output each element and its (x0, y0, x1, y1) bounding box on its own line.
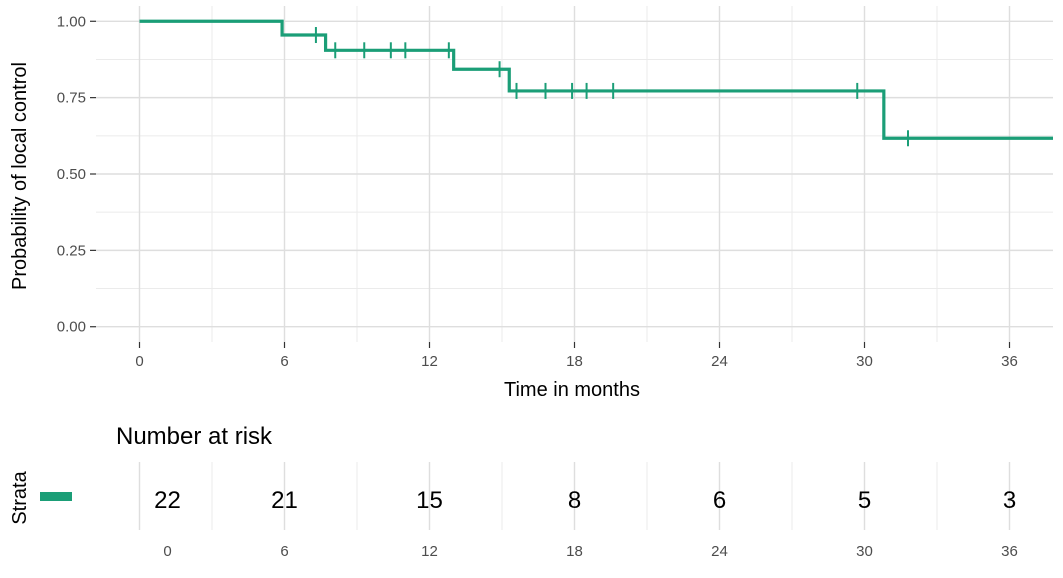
y-axis-title: Probability of local control (9, 62, 31, 290)
risk-count-value: 3 (1003, 487, 1016, 514)
risk-x-tick-label: 6 (280, 543, 288, 560)
risk-table-row-label: Strata (9, 470, 31, 524)
risk-table-title: Number at risk (116, 423, 273, 450)
risk-count-value: 8 (568, 487, 581, 514)
risk-x-tick-label: 18 (566, 543, 583, 560)
risk-count-value: 22 (154, 487, 181, 514)
y-tick-label: 1.00 (57, 13, 86, 30)
risk-count-value: 6 (713, 487, 726, 514)
x-tick-label: 12 (421, 353, 438, 370)
x-axis-title: Time in months (504, 379, 640, 401)
risk-x-tick-label: 36 (1001, 543, 1018, 560)
y-tick-label: 0.25 (57, 242, 86, 259)
x-tick-label: 24 (711, 353, 728, 370)
x-tick-label: 6 (280, 353, 288, 370)
km-gridlines (96, 6, 1053, 342)
risk-table-x-axis: 0 6 12 18 24 30 36 (163, 543, 1018, 560)
risk-x-tick-label: 0 (163, 543, 171, 560)
y-tick-label: 0.00 (57, 319, 86, 336)
risk-table-legend (40, 492, 72, 501)
km-x-axis: 0 6 12 18 24 30 36 (135, 342, 1018, 370)
x-tick-label: 36 (1001, 353, 1018, 370)
km-curve-layer (139, 19, 1053, 147)
km-y-axis: 0.00 0.25 0.50 0.75 1.00 (57, 13, 96, 336)
risk-x-tick-label: 12 (421, 543, 438, 560)
x-tick-label: 18 (566, 353, 583, 370)
risk-table-counts: 22 21 15 8 6 5 3 (154, 487, 1016, 514)
y-tick-label: 0.75 (57, 90, 86, 107)
risk-count-value: 15 (416, 487, 443, 514)
x-tick-label: 30 (856, 353, 873, 370)
x-tick-label: 0 (135, 353, 143, 370)
y-tick-label: 0.50 (57, 166, 86, 183)
risk-x-tick-label: 30 (856, 543, 873, 560)
survival-curve-line (139, 19, 1053, 140)
risk-count-value: 5 (858, 487, 871, 514)
strata-legend-key (40, 492, 72, 501)
risk-count-value: 21 (271, 487, 298, 514)
risk-table-gridlines (138, 462, 1011, 530)
risk-x-tick-label: 24 (711, 543, 728, 560)
